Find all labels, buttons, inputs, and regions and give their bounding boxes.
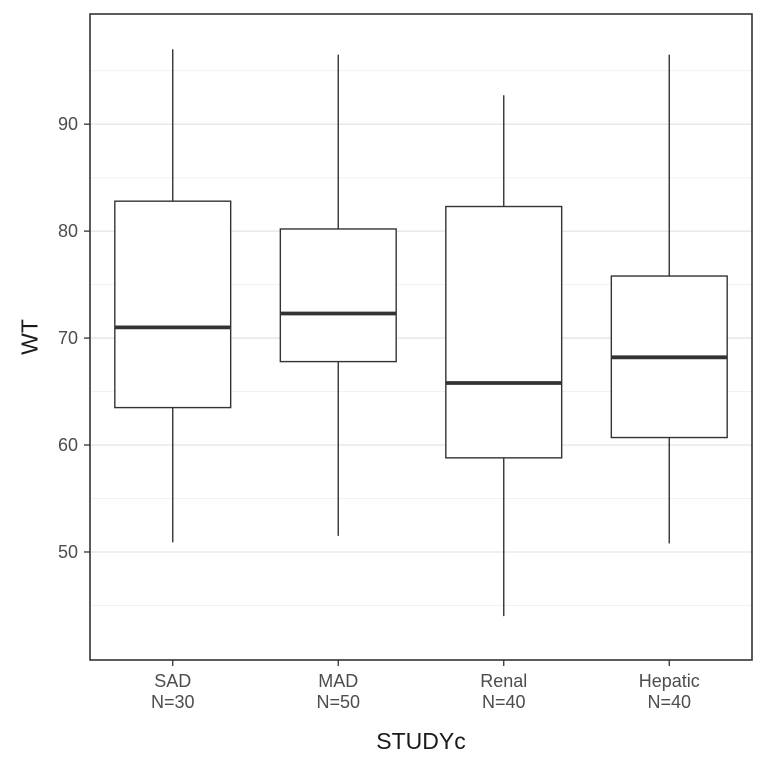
x-tick-sublabel-mad: N=50 xyxy=(316,692,360,712)
x-tick-label-mad: MAD xyxy=(318,671,358,691)
x-tick-label-sad: SAD xyxy=(154,671,191,691)
y-tick-label-70: 70 xyxy=(58,328,78,348)
x-tick-sublabel-hepatic: N=40 xyxy=(647,692,691,712)
y-tick-label-80: 80 xyxy=(58,221,78,241)
panel-border xyxy=(89,13,753,661)
x-tick-label-hepatic: Hepatic xyxy=(639,671,700,691)
box-sad xyxy=(114,200,232,409)
box-mad xyxy=(279,228,397,363)
x-tick-sublabel-sad: N=30 xyxy=(151,692,195,712)
y-tick-label-50: 50 xyxy=(58,542,78,562)
box-renal xyxy=(445,205,563,459)
x-tick-sublabel-renal: N=40 xyxy=(482,692,526,712)
x-tick-label-renal: Renal xyxy=(480,671,527,691)
x-axis-title: STUDYc xyxy=(376,728,466,754)
y-axis-title: WT xyxy=(16,319,43,355)
y-tick-label-60: 60 xyxy=(58,435,78,455)
y-tick-label-90: 90 xyxy=(58,114,78,134)
